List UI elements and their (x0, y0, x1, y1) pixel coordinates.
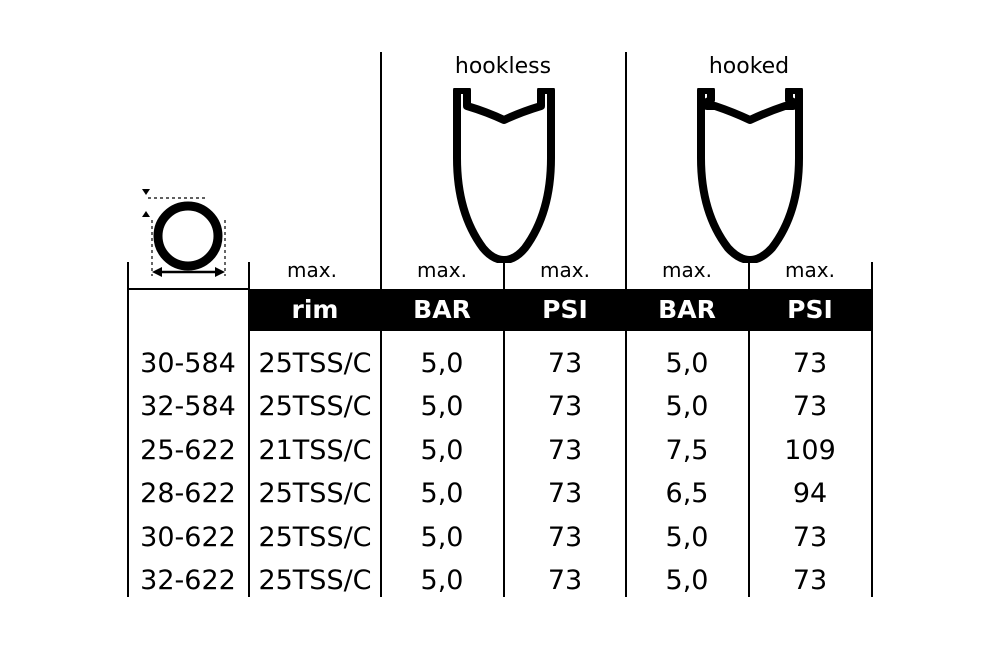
unit-hookless-bar: BAR (413, 295, 471, 324)
max-label-hooked-bar: max. (662, 258, 712, 282)
cell-hookless-psi: 73 (547, 478, 583, 509)
cell-hooked-psi: 109 (784, 435, 836, 466)
unit-rim: rim (291, 295, 339, 324)
cell-hooked-psi: 73 (792, 522, 828, 553)
cell-hookless-bar: 5,0 (420, 478, 464, 509)
divider-left-edge (127, 262, 129, 597)
cell-hooked-psi: 94 (792, 478, 828, 509)
divider-hooked-bar-psi (748, 262, 750, 597)
divider-size-rim (248, 262, 250, 597)
hooked-rim-profile-icon (697, 88, 803, 263)
cell-hooked-bar: 5,0 (665, 391, 709, 422)
unit-hooked-psi: PSI (787, 295, 833, 324)
cell-hookless-bar: 5,0 (420, 522, 464, 553)
cell-hooked-psi: 73 (792, 348, 828, 379)
cell-rim: 25TSS/C (258, 478, 372, 509)
cell-hooked-bar: 7,5 (665, 435, 709, 466)
cell-hookless-psi: 73 (547, 435, 583, 466)
cell-hooked-bar: 6,5 (665, 478, 709, 509)
cell-hooked-psi: 73 (792, 391, 828, 422)
tire-cross-section-icon (142, 189, 226, 277)
cell-tire-size: 28-622 (140, 478, 236, 509)
cell-hookless-psi: 73 (547, 565, 583, 596)
cell-hookless-bar: 5,0 (420, 565, 464, 596)
cell-rim: 25TSS/C (258, 348, 372, 379)
hookless-rim-profile-icon (453, 88, 555, 263)
cell-hooked-bar: 5,0 (665, 522, 709, 553)
cell-rim: 25TSS/C (258, 565, 372, 596)
divider-hookless-bar-psi (503, 262, 505, 597)
header-hooked: hooked (708, 54, 790, 79)
cell-hookless-bar: 5,0 (420, 435, 464, 466)
cell-hookless-bar: 5,0 (420, 348, 464, 379)
cell-tire-size: 30-584 (140, 348, 236, 379)
cell-hookless-psi: 73 (547, 348, 583, 379)
unit-hookless-psi: PSI (542, 295, 588, 324)
cell-hookless-bar: 5,0 (420, 391, 464, 422)
cell-tire-size: 32-584 (140, 391, 236, 422)
divider-right-edge (871, 262, 873, 597)
cell-tire-size: 25-622 (140, 435, 236, 466)
units-header-bar (249, 289, 873, 331)
cell-rim: 25TSS/C (258, 391, 372, 422)
cell-tire-size: 30-622 (140, 522, 236, 553)
max-label-hooked-psi: max. (785, 258, 835, 282)
cell-hookless-psi: 73 (547, 522, 583, 553)
tire-column-underline (127, 288, 249, 290)
cell-rim: 25TSS/C (258, 522, 372, 553)
cell-hooked-bar: 5,0 (665, 565, 709, 596)
cell-hooked-psi: 73 (792, 565, 828, 596)
header-hookless: hookless (454, 54, 552, 79)
unit-hooked-bar: BAR (658, 295, 716, 324)
max-label-rim: max. (287, 258, 337, 282)
max-label-hookless-psi: max. (540, 258, 590, 282)
cell-rim: 21TSS/C (258, 435, 372, 466)
cell-hooked-bar: 5,0 (665, 348, 709, 379)
cell-tire-size: 32-622 (140, 565, 236, 596)
cell-hookless-psi: 73 (547, 391, 583, 422)
max-label-hookless-bar: max. (417, 258, 467, 282)
